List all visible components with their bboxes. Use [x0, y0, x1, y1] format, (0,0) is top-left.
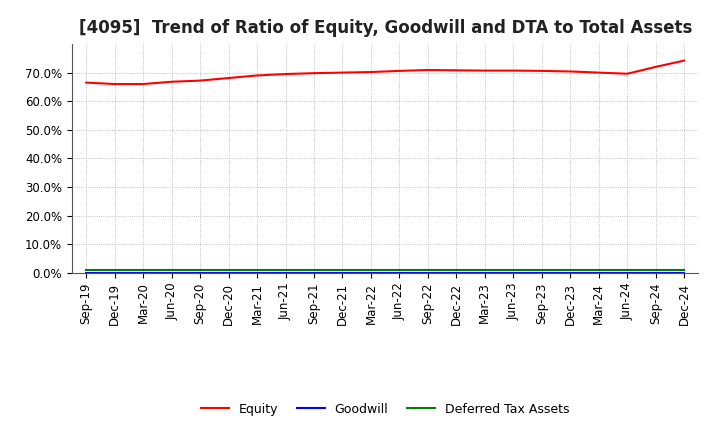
Goodwill [338, 270, 347, 275]
Deferred Tax Assets [623, 267, 631, 272]
Equity [196, 78, 204, 83]
Deferred Tax Assets [452, 267, 461, 272]
Deferred Tax Assets [366, 267, 375, 272]
Deferred Tax Assets [509, 267, 518, 272]
Deferred Tax Assets [566, 267, 575, 272]
Legend: Equity, Goodwill, Deferred Tax Assets: Equity, Goodwill, Deferred Tax Assets [197, 398, 574, 421]
Goodwill [423, 270, 432, 275]
Goodwill [537, 270, 546, 275]
Equity [395, 68, 404, 73]
Goodwill [139, 270, 148, 275]
Goodwill [225, 270, 233, 275]
Goodwill [595, 270, 603, 275]
Deferred Tax Assets [310, 267, 318, 272]
Deferred Tax Assets [167, 267, 176, 272]
Goodwill [452, 270, 461, 275]
Equity [480, 68, 489, 73]
Line: Equity: Equity [86, 61, 684, 84]
Goodwill [366, 270, 375, 275]
Equity [509, 68, 518, 73]
Deferred Tax Assets [110, 267, 119, 272]
Equity [537, 68, 546, 73]
Goodwill [82, 270, 91, 275]
Equity [82, 80, 91, 85]
Goodwill [167, 270, 176, 275]
Equity [253, 73, 261, 78]
Goodwill [282, 270, 290, 275]
Title: [4095]  Trend of Ratio of Equity, Goodwill and DTA to Total Assets: [4095] Trend of Ratio of Equity, Goodwil… [78, 19, 692, 37]
Deferred Tax Assets [338, 267, 347, 272]
Equity [452, 68, 461, 73]
Goodwill [680, 270, 688, 275]
Deferred Tax Assets [595, 267, 603, 272]
Goodwill [623, 270, 631, 275]
Equity [167, 79, 176, 84]
Deferred Tax Assets [423, 267, 432, 272]
Equity [338, 70, 347, 75]
Equity [110, 81, 119, 87]
Equity [595, 70, 603, 75]
Equity [366, 70, 375, 75]
Deferred Tax Assets [480, 267, 489, 272]
Goodwill [480, 270, 489, 275]
Deferred Tax Assets [537, 267, 546, 272]
Equity [680, 58, 688, 63]
Deferred Tax Assets [253, 267, 261, 272]
Equity [566, 69, 575, 74]
Deferred Tax Assets [395, 267, 404, 272]
Equity [225, 75, 233, 81]
Deferred Tax Assets [139, 267, 148, 272]
Deferred Tax Assets [652, 267, 660, 272]
Goodwill [196, 270, 204, 275]
Deferred Tax Assets [196, 267, 204, 272]
Goodwill [253, 270, 261, 275]
Deferred Tax Assets [282, 267, 290, 272]
Equity [139, 81, 148, 87]
Equity [652, 64, 660, 70]
Goodwill [509, 270, 518, 275]
Equity [310, 70, 318, 76]
Goodwill [652, 270, 660, 275]
Deferred Tax Assets [225, 267, 233, 272]
Goodwill [110, 270, 119, 275]
Goodwill [395, 270, 404, 275]
Deferred Tax Assets [680, 267, 688, 272]
Goodwill [566, 270, 575, 275]
Equity [282, 71, 290, 77]
Goodwill [310, 270, 318, 275]
Equity [623, 71, 631, 77]
Deferred Tax Assets [82, 267, 91, 272]
Equity [423, 67, 432, 73]
